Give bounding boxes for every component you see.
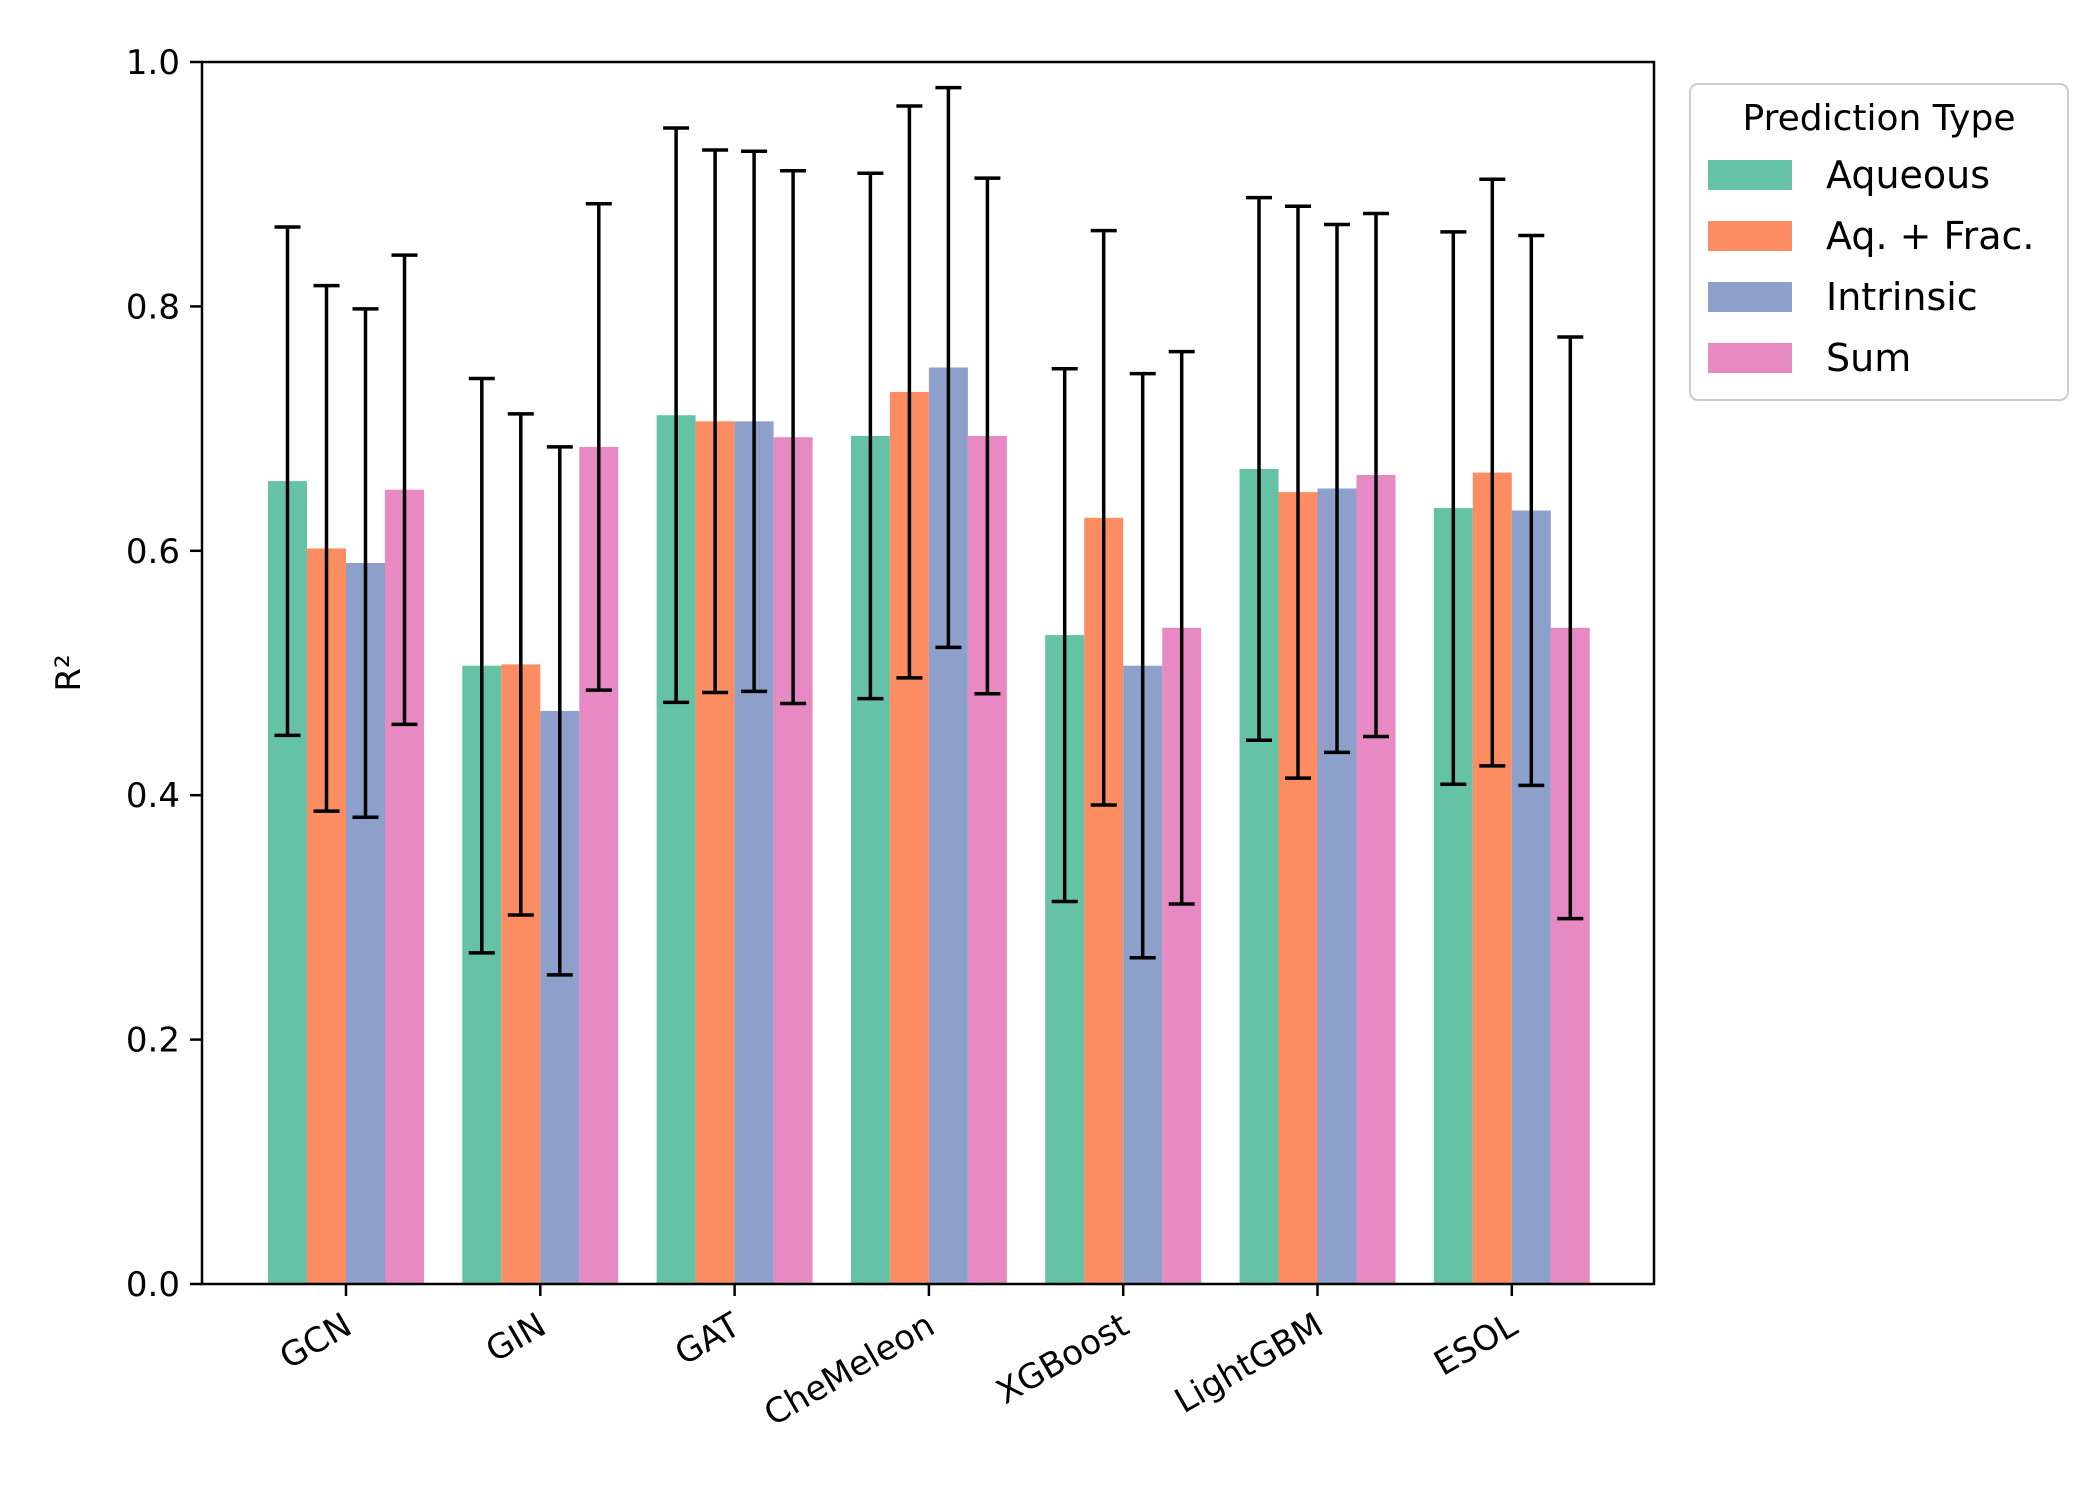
legend-swatch [1708,160,1792,190]
errorbar-gcn-3 [391,253,418,727]
legend-item-0: Aqueous [1708,153,1990,197]
errorbar-gat-0 [663,126,690,705]
errorbar-gat-1 [702,148,729,695]
errorbar-xgboost-2 [1129,371,1156,960]
errorbar-esol-1 [1479,177,1506,768]
bar-layer [268,367,1590,1285]
errorbar-gat-2 [741,149,768,694]
errorbar-chemeleon-0 [857,171,884,701]
legend-items: Aqueous Aq. + Frac. Intrinsic Sum [1708,153,2035,380]
y-tick-label: 0.0 [126,1265,180,1305]
legend-label: Aqueous [1826,153,1990,197]
legend-title: Prediction Type [1743,98,2016,139]
errorbar-esol-0 [1440,230,1467,786]
errorbar-lightgbm-0 [1246,195,1272,742]
errorbar-lightgbm-2 [1324,222,1350,755]
y-tick-label: 0.2 [126,1021,180,1061]
legend-item-1: Aq. + Frac. [1708,214,2035,258]
legend-swatch [1708,282,1792,312]
legend-swatch [1708,221,1792,251]
legend-item-2: Intrinsic [1708,275,1978,319]
legend-label: Sum [1826,336,1911,380]
legend-item-3: Sum [1708,336,1911,380]
errorbar-xgboost-1 [1090,228,1117,807]
legend-label: Aq. + Frac. [1826,214,2035,258]
errorbar-esol-3 [1557,335,1584,921]
errorbar-chemeleon-3 [974,176,1001,696]
y-tick-label: 0.6 [126,532,180,572]
errorbar-gin-0 [468,376,495,955]
errorbar-lightgbm-1 [1285,204,1311,780]
errorbar-gat-3 [780,169,807,706]
legend-swatch [1708,343,1792,373]
errorbar-gcn-1 [313,283,340,813]
errorbar-chemeleon-1 [896,104,923,680]
y-tick-label: 1.0 [126,43,180,83]
errorbar-chemeleon-2 [935,85,962,650]
errorbar-lightgbm-3 [1363,211,1389,739]
y-axis: 0.0 0.2 0.4 0.6 0.8 1.0 [126,43,202,1305]
errorbar-gin-3 [585,202,612,692]
errorbar-layer [274,85,1584,977]
errorbar-gcn-0 [274,225,301,738]
y-axis-label: R² [49,654,89,691]
errorbar-xgboost-3 [1168,349,1195,906]
errorbar-gcn-2 [352,307,379,819]
errorbar-gin-1 [507,412,534,917]
errorbar-xgboost-0 [1051,366,1078,904]
legend-label: Intrinsic [1826,275,1978,319]
legend: Prediction Type Aqueous Aq. + Frac. Intrin… [1689,83,2069,401]
errorbar-esol-2 [1518,233,1545,788]
errorbar-gin-2 [546,445,573,977]
y-tick-label: 0.8 [126,287,180,327]
y-tick-label: 0.4 [126,776,180,816]
